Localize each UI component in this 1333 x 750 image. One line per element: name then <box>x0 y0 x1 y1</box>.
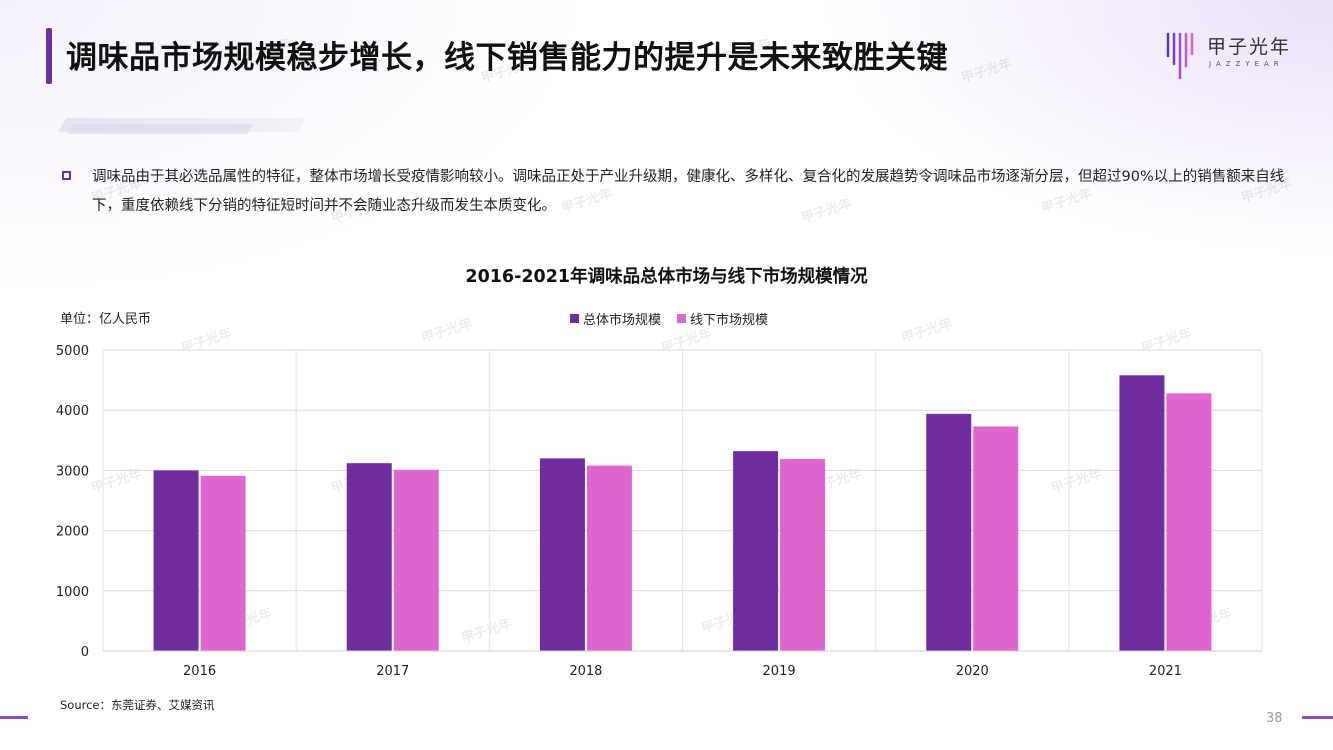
logo-mark-icon <box>1166 32 1194 80</box>
y-tick-label: 2000 <box>56 525 89 540</box>
brand-logo: 甲子光年 JAZZYEAR <box>1163 30 1293 80</box>
logo-name: 甲子光年 <box>1207 36 1292 58</box>
bar-total-2017 <box>346 463 392 651</box>
bar-total-2020 <box>926 413 972 651</box>
y-tick-label: 5000 <box>56 344 89 359</box>
x-tick-label: 2019 <box>763 664 796 679</box>
footer-accent-right <box>1302 716 1333 719</box>
bar-total-2016 <box>153 470 199 651</box>
legend-label-total: 总体市场规模 <box>583 313 662 328</box>
bar-total-2021 <box>1119 375 1165 651</box>
legend-item-total: 总体市场规模 <box>570 309 661 328</box>
source-note: Source：东莞证券、艾媒资讯 <box>60 698 215 712</box>
chart-legend: 总体市场规模 线下市场规模 <box>570 309 768 328</box>
bar-total-2018 <box>539 458 585 651</box>
x-tick-label: 2018 <box>569 664 602 679</box>
x-tick-label: 2020 <box>956 664 989 679</box>
y-tick-label: 4000 <box>56 404 89 419</box>
x-tick-label: 2016 <box>183 664 216 679</box>
bar-offline-2021 <box>1166 393 1212 651</box>
legend-item-offline: 线下市场规模 <box>677 309 768 328</box>
bar-total-2019 <box>733 451 779 651</box>
legend-swatch-total <box>570 314 579 323</box>
bar-offline-2016 <box>200 475 246 651</box>
bullet-text: 调味品由于其必选品属性的特征，整体市场增长受疫情影响较小。调味品正处于产业升级期… <box>92 169 1285 214</box>
chart-title: 2016-2021年调味品总体市场与线下市场规模情况 <box>465 267 868 287</box>
bar-offline-2020 <box>973 426 1019 651</box>
footer-accent-left <box>0 716 28 719</box>
bar-offline-2019 <box>780 458 826 651</box>
title-accent-bar <box>46 28 52 84</box>
legend-label-offline: 线下市场规模 <box>690 313 769 328</box>
legend-swatch-offline <box>677 314 687 323</box>
x-tick-label: 2021 <box>1149 664 1182 679</box>
bar-offline-2018 <box>586 465 632 651</box>
background-tint <box>813 0 1333 260</box>
background-tint-left <box>0 0 600 300</box>
y-tick-label: 1000 <box>56 585 89 600</box>
page-title: 调味品市场规模稳步增长，线下销售能力的提升是未来致胜关键 <box>66 40 948 76</box>
y-tick-label: 0 <box>81 645 89 660</box>
page-number: 38 <box>1266 711 1283 726</box>
logo-subtext: JAZZYEAR <box>1209 60 1284 68</box>
unit-label: 单位：亿人民币 <box>60 312 152 327</box>
bullet-square-icon <box>62 171 71 180</box>
bar-offline-2017 <box>393 469 439 651</box>
x-tick-label: 2017 <box>376 664 409 679</box>
y-tick-label: 3000 <box>56 464 89 479</box>
